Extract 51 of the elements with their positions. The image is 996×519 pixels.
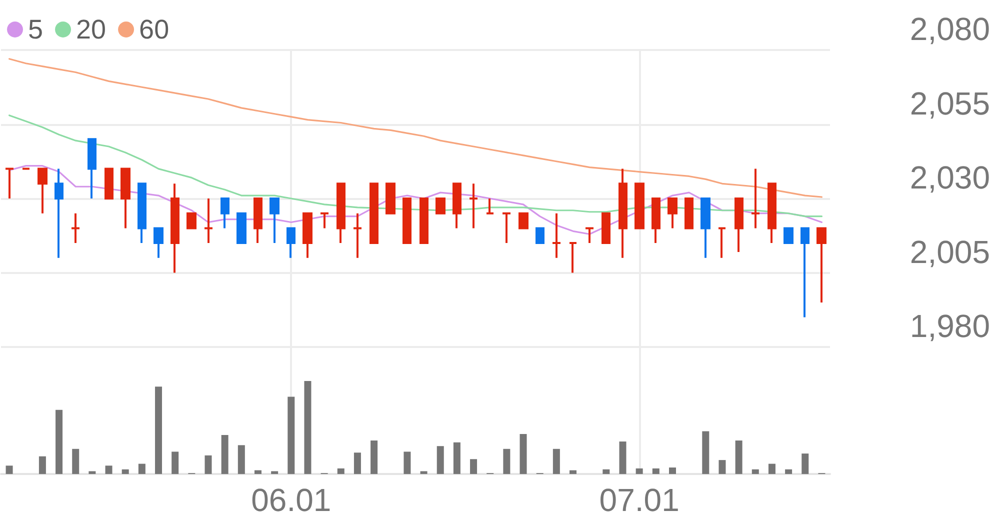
y-tick-label: 2,030 xyxy=(910,160,990,196)
bar xyxy=(105,466,112,474)
bar xyxy=(6,466,13,474)
bar xyxy=(172,452,179,474)
bar xyxy=(436,446,444,474)
bar xyxy=(802,454,809,474)
bar xyxy=(370,440,378,474)
y-tick-label: 2,080 xyxy=(910,11,990,47)
bar xyxy=(768,464,776,474)
bar xyxy=(552,448,560,474)
bar xyxy=(238,445,245,474)
bar xyxy=(702,431,710,474)
bar xyxy=(652,468,660,474)
bar xyxy=(752,469,759,474)
y-tick-label: 2,055 xyxy=(910,85,990,122)
bar xyxy=(155,386,162,474)
bar xyxy=(520,434,527,474)
x-tick-label: 07.01 xyxy=(599,482,680,518)
bar xyxy=(254,470,262,474)
bar xyxy=(503,448,510,474)
bar xyxy=(420,471,428,474)
bar xyxy=(56,410,63,474)
bar xyxy=(72,448,80,474)
bar xyxy=(354,452,361,474)
legend-label: 20 xyxy=(76,14,106,44)
y-tick-label: 2,005 xyxy=(910,234,990,270)
bar xyxy=(271,471,278,474)
bar xyxy=(221,434,228,474)
bar xyxy=(138,464,146,474)
bar xyxy=(204,455,212,474)
bar xyxy=(570,470,577,474)
bar xyxy=(38,456,46,474)
bar xyxy=(453,442,460,474)
bar xyxy=(288,396,295,474)
bar xyxy=(88,471,96,474)
bar xyxy=(668,467,676,474)
bar xyxy=(122,469,129,474)
x-tick-label: 06.01 xyxy=(251,482,332,518)
y-tick-label: 1,980 xyxy=(910,308,990,344)
legend-label: 5 xyxy=(28,14,44,44)
bar xyxy=(470,459,478,474)
bar xyxy=(337,468,344,474)
bar xyxy=(404,452,411,474)
bar xyxy=(785,469,792,474)
bar xyxy=(718,460,726,474)
legend-label: 60 xyxy=(139,14,170,44)
bar xyxy=(636,468,643,474)
bar xyxy=(602,469,610,474)
bar xyxy=(619,441,626,474)
bar xyxy=(304,381,312,474)
bar xyxy=(735,440,742,474)
